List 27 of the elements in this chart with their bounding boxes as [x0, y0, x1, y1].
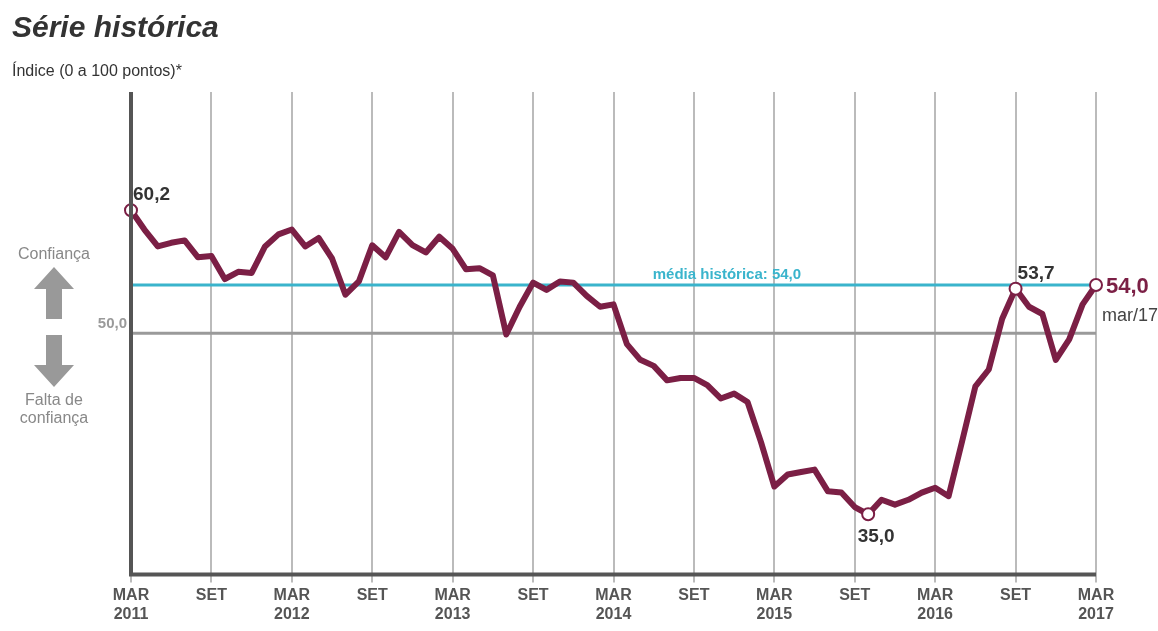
data-label: 35,0 [857, 525, 895, 547]
x-tick-label: MAR 2011 [112, 585, 150, 622]
ref-line-label: média histórica: 54,0 [652, 265, 802, 283]
x-tick-label: MAR 2013 [434, 585, 472, 622]
ref-line-label: 50,0 [97, 314, 127, 332]
x-tick-label: MAR 2017 [1077, 585, 1115, 622]
data-label: 54,0 [1106, 273, 1149, 299]
data-label: 60,2 [133, 183, 170, 205]
point [1089, 278, 1103, 293]
x-tick-label: MAR 2015 [756, 585, 793, 622]
x-tick-label: SET [517, 585, 549, 603]
data-label: 53,7 [1017, 261, 1055, 283]
annotation: mar/17 [1102, 305, 1158, 326]
x-tick-label: SET [195, 585, 228, 603]
x-tick-label: MAR 2012 [273, 585, 311, 622]
x-tick-label: SET [1000, 585, 1032, 603]
chart-subtitle: Índice (0 a 100 pontos)* [12, 62, 182, 80]
chart-title: Série histórica [12, 10, 219, 44]
x-tick-label: SET [356, 585, 389, 603]
x-tick-label: MAR 2014 [595, 585, 633, 622]
x-tick-label: SET [678, 585, 710, 603]
x-tick-label: MAR 2016 [916, 585, 954, 622]
x-tick-label: SET [839, 585, 871, 603]
text: Falta de confiança [18, 391, 90, 427]
point [1008, 281, 1023, 296]
text: Confiança [16, 245, 91, 263]
point [861, 507, 876, 522]
